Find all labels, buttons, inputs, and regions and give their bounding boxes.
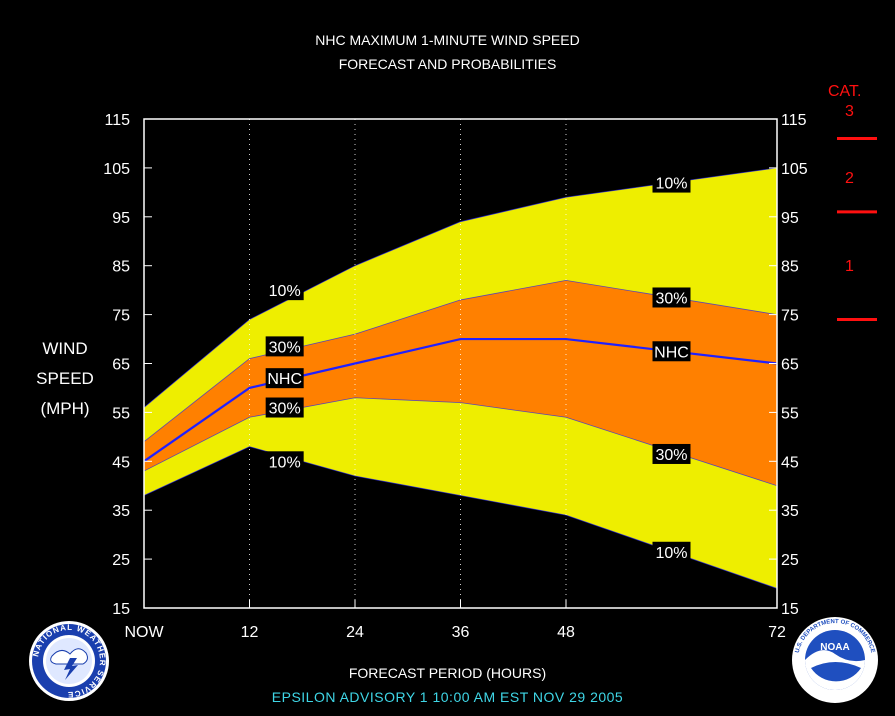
band-edge-lower-30 xyxy=(143,397,778,487)
y-tick-label-left: 65 xyxy=(112,357,130,374)
y-axis-label-unit: (MPH) xyxy=(40,399,90,418)
y-tick-label-left: 35 xyxy=(112,503,130,520)
probability-label-box xyxy=(652,172,691,193)
y-axis-label-wind: WIND xyxy=(42,339,88,358)
probability-label-box xyxy=(652,443,691,464)
probability-label: 30% xyxy=(655,290,687,307)
y-tick-label-right: 65 xyxy=(781,357,799,374)
probability-label: NHC xyxy=(654,344,689,361)
probability-label: 30% xyxy=(269,401,301,418)
category-label-3: 3 xyxy=(845,103,854,120)
y-tick-label-right: 55 xyxy=(781,405,799,422)
category-label-2: 2 xyxy=(845,170,854,187)
x-axis-label: FORECAST PERIOD (HOURS) xyxy=(348,665,547,681)
category-label-1: 1 xyxy=(845,258,854,275)
probability-label-box xyxy=(652,287,691,308)
probability-label-box xyxy=(265,397,304,418)
y-tick-label-right: 75 xyxy=(781,308,799,325)
y-tick-label-left: 105 xyxy=(103,161,130,178)
advisory-info: EPSILON ADVISORY 1 10:00 AM EST NOV 29 2… xyxy=(271,689,624,705)
y-tick-label-left: 115 xyxy=(104,112,130,129)
y-tick-label-left: 55 xyxy=(112,405,130,422)
probability-label: 30% xyxy=(269,339,301,356)
probability-label: 30% xyxy=(655,447,687,464)
y-tick-label-left: 85 xyxy=(112,259,130,276)
noaa-logo: NOAA U.S. DEPARTMENT OF COMMERCE xyxy=(792,617,878,703)
band-edge-upper-10 xyxy=(143,167,778,408)
y-tick-label-left: 15 xyxy=(112,601,130,618)
probability-label: NHC xyxy=(267,371,302,388)
y-tick-label-right: 85 xyxy=(781,259,799,276)
probability-label-box xyxy=(265,368,304,389)
x-tick-label: 48 xyxy=(557,624,575,641)
chart-title-line1: NHC MAXIMUM 1-MINUTE WIND SPEED xyxy=(315,32,580,48)
y-tick-label-right: 35 xyxy=(781,503,799,520)
x-tick-label: 36 xyxy=(452,624,470,641)
chart-title-line2: FORECAST AND PROBABILITIES xyxy=(338,56,557,72)
nhc-forecast-line xyxy=(143,337,778,463)
y-tick-label-left: 95 xyxy=(112,210,130,227)
nws-logo: NATIONAL WEATHER SERVICE xyxy=(29,621,109,701)
y-tick-label-right: 115 xyxy=(781,112,807,129)
y-tick-label-left: 25 xyxy=(112,552,130,569)
probability-label-box xyxy=(652,341,691,362)
probability-label: 10% xyxy=(269,454,301,471)
x-tick-label: 12 xyxy=(241,624,259,641)
y-tick-label-right: 95 xyxy=(781,210,799,227)
probability-label: 10% xyxy=(655,176,687,193)
probability-label-box xyxy=(265,280,304,301)
noaa-logo-text: NOAA xyxy=(820,642,849,653)
band-edge-upper-30 xyxy=(143,279,778,443)
probability-label-box xyxy=(652,541,691,562)
x-tick-label: 72 xyxy=(768,624,786,641)
category-legend-heading: CAT. xyxy=(828,83,862,100)
probability-label-box xyxy=(265,336,304,357)
x-tick-label: NOW xyxy=(124,624,164,641)
y-tick-label-left: 75 xyxy=(112,308,130,325)
band-edge-lower-10 xyxy=(143,446,778,589)
probability-label: 10% xyxy=(655,545,687,562)
probability-label: 10% xyxy=(269,283,301,300)
probability-label-box xyxy=(265,451,304,472)
y-axis-label-speed: SPEED xyxy=(36,369,94,388)
y-tick-label-right: 25 xyxy=(781,552,799,569)
y-tick-label-right: 105 xyxy=(781,161,808,178)
y-tick-label-left: 45 xyxy=(112,454,130,471)
y-tick-label-right: 45 xyxy=(781,454,799,471)
y-tick-label-right: 15 xyxy=(781,601,799,618)
x-tick-label: 24 xyxy=(346,624,364,641)
